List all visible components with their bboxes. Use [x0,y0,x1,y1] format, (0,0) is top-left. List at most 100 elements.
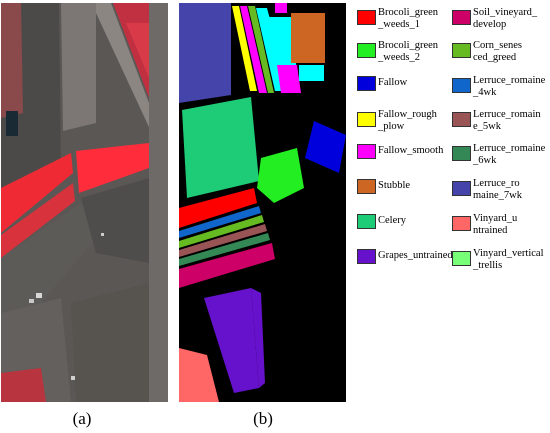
image-field [1,3,23,118]
legend-label: Soil_vineyard_ develop [473,7,537,31]
legend-label-line: _6wk [473,155,497,166]
legend-label-line: Fallow_smooth [378,145,444,156]
legend-label-line: develop [473,19,507,30]
region-fallow [305,121,346,173]
legend-label: Fallow_rough _plow [378,109,437,133]
legend-label-line: Brocoli_green [378,7,439,18]
region-fallow-smooth [240,6,267,93]
legend-label-line: Lerruce_romain [473,109,541,120]
region-fallow-smooth [277,65,301,93]
legend-swatch [357,112,376,127]
legend-label: Lerruce_ro maine_7wk [473,178,522,202]
legend-label-line: Stubble [378,180,411,191]
legend-swatch [452,43,471,58]
legend-swatch [452,112,471,127]
legend-label: Brocoli_green _weeds_1 [378,7,438,31]
image-dark-spot [6,111,18,136]
legend-label-line: _4wk [473,87,497,98]
legend-swatch [357,214,376,229]
legend-label: Grapes_untrained [378,250,453,262]
region-cyan [269,17,297,75]
ground-truth-map [179,3,346,402]
image-red-field [1,368,46,402]
legend-label-line: _weeds_1 [378,19,420,30]
legend-label-line: _trellis [473,260,503,271]
image-field [71,283,149,402]
image-field [61,3,96,131]
legend-swatch [357,43,376,58]
legend-label: Lerruce_romain e_5wk [473,109,541,133]
legend-label-line: _plow [378,121,405,132]
region-fallow-rough-plow [232,6,257,91]
legend-label-line: Lerruce_romaine [473,75,546,86]
false-color-image [1,3,168,402]
class-legend: Brocoli_green _weeds_1 Brocoli_green _weeds… [355,0,550,290]
legend-label-line: Vinyard_vertical [473,248,544,259]
legend-label: Corn_senes ced_greed [473,40,522,64]
legend-label: Vinyard_vertical _trellis [473,248,544,272]
legend-swatch [452,146,471,161]
region-grapes-untrained [251,288,265,388]
image-red-field [1,183,75,258]
legend-swatch [452,78,471,93]
image-building [101,233,104,236]
region-brocoli-weeds-2 [257,148,304,203]
region-stubble [291,13,325,63]
region-vinyard-untrained [179,348,219,402]
image-field [1,203,101,313]
image-building [71,376,75,380]
image-field [149,3,168,402]
legend-label: Vinyard_u ntrained [473,213,517,237]
region-soil-vineyard [179,243,275,288]
legend-swatch [357,144,376,159]
legend-label-line: Celery [378,215,406,226]
legend-label: Fallow_smooth [378,145,443,157]
legend-label: Lerruce_romaine _4wk [473,75,545,99]
caption-b: (b) [253,409,273,428]
region-lettuce-4wk [179,206,261,238]
legend-swatch [452,216,471,231]
image-red-field [76,143,149,193]
legend-label-line: _weeds_2 [378,52,420,63]
region-lettuce-6wk [179,233,270,266]
region-celery [182,97,259,198]
region-lettuce-7wk [179,3,231,103]
legend-label-line: Vinyard_u [473,213,518,224]
legend-swatch [357,179,376,194]
legend-swatch [452,251,471,266]
image-building [29,299,34,303]
legend-label: Brocoli_green _weeds_2 [378,40,438,64]
region-fallow-smooth [275,3,287,13]
legend-swatch [357,76,376,91]
legend-label: Celery [378,215,406,227]
region-grapes-untrained [204,288,259,393]
caption-a: (a) [72,409,92,428]
region-corn [248,6,274,93]
legend-label: Fallow [378,77,407,89]
region-cyan [299,65,324,81]
legend-label-line: Lerruce_ro [473,178,520,189]
legend-label-line: Fallow [378,77,408,88]
legend-swatch [357,10,376,25]
region-lettuce-5wk [179,224,267,257]
legend-swatch [452,10,471,25]
legend-label-line: Brocoli_green [378,40,439,51]
legend-label: Lerruce_romaine _6wk [473,143,545,167]
image-field [81,178,149,263]
legend-label-line: Grapes_untrained [378,250,453,261]
legend-label-line: e_5wk [473,121,501,132]
legend-label-line: ntrained [473,225,508,236]
legend-label-line: Corn_senes [473,40,522,51]
legend-label-line: Fallow_rough [378,109,437,120]
legend-label-line: Soil_vineyard_ [473,7,538,18]
legend-swatch [357,249,376,264]
region-brocoli-weeds-1 [179,188,257,228]
legend-label-line: Lerruce_romaine [473,143,546,154]
legend-label-line: maine_7wk [473,190,522,201]
image-red-field [1,153,73,233]
region-corn [179,215,264,248]
image-building [36,293,42,298]
legend-swatch [452,181,471,196]
legend-label-line: ced_greed [473,52,517,63]
legend-label: Stubble [378,180,410,192]
